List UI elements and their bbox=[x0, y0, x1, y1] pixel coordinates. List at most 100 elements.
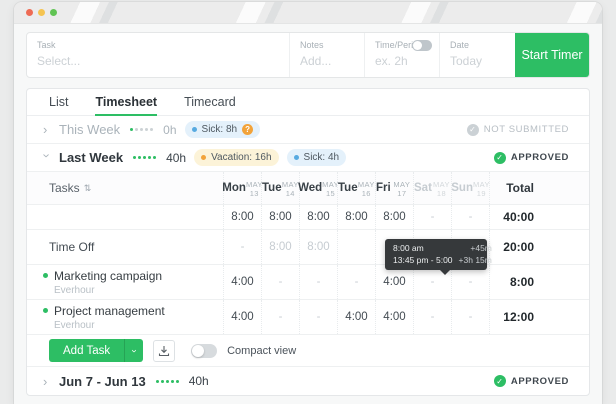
export-button[interactable] bbox=[153, 339, 176, 362]
download-icon bbox=[159, 345, 170, 356]
badge-label: Vacation: 16h bbox=[211, 152, 272, 163]
time-cell[interactable]: 8:00 bbox=[299, 205, 337, 229]
time-cell[interactable]: - bbox=[451, 205, 489, 229]
day-column-header: Tue MAY 14 bbox=[261, 172, 299, 204]
time-cell[interactable]: 8:00 bbox=[299, 230, 337, 264]
time-cell[interactable]: - bbox=[261, 265, 299, 299]
chevron-down-icon: › bbox=[129, 348, 141, 353]
tasks-column-header[interactable]: Tasks ⇅ bbox=[27, 181, 223, 195]
app-window: Task Select... Notes Add... Time/Period … bbox=[14, 2, 602, 404]
time-cell[interactable]: 8:00 bbox=[261, 205, 299, 229]
day-column-header: Sat MAY 18 bbox=[413, 172, 451, 204]
window-zoom-button[interactable] bbox=[50, 9, 57, 16]
task-select-field[interactable]: Task Select... bbox=[27, 33, 289, 77]
time-cell[interactable]: 8:00 bbox=[261, 230, 299, 264]
tooltip-duration: +3h 15m bbox=[458, 255, 492, 265]
tab-timesheet[interactable]: Timesheet bbox=[95, 89, 157, 116]
time-cell[interactable]: 4:00 bbox=[375, 265, 413, 299]
notes-field[interactable]: Notes Add... bbox=[289, 33, 364, 77]
task-cell[interactable]: Marketing campaign Everhour bbox=[27, 269, 223, 296]
time-period-field[interactable]: Time/Period ex. 2h bbox=[364, 33, 439, 77]
time-cell[interactable]: - bbox=[451, 300, 489, 334]
sick-badge[interactable]: Sick: 8h ? bbox=[184, 121, 261, 138]
timer-form: Task Select... Notes Add... Time/Period … bbox=[26, 32, 590, 78]
time-cell[interactable]: - bbox=[337, 265, 375, 299]
row-total: 12:00 bbox=[489, 300, 591, 334]
window-minimize-button[interactable] bbox=[38, 9, 45, 16]
tab-list[interactable]: List bbox=[49, 95, 69, 109]
check-circle-icon: ✓ bbox=[493, 151, 506, 164]
time-cell[interactable]: - bbox=[413, 265, 451, 299]
vacation-badge[interactable]: Vacation: 16h bbox=[194, 149, 279, 166]
sort-icon[interactable]: ⇅ bbox=[83, 182, 92, 193]
task-field-placeholder: Select... bbox=[37, 54, 81, 68]
time-cell[interactable]: - bbox=[299, 300, 337, 334]
week-row-this-week[interactable]: › This Week 0h Sick: 8h ? ✓ NOT SUBMITTE… bbox=[27, 116, 589, 144]
task-name: Marketing campaign bbox=[54, 268, 163, 283]
table-row-time-off: Time Off - 8:00 8:00 - 20:00 bbox=[27, 230, 589, 265]
week-row-last-week[interactable]: › Last Week 40h Vacation: 16h Sick: 4h ✓… bbox=[27, 144, 589, 172]
project-name: Everhour bbox=[54, 284, 95, 296]
task-status-dot-icon bbox=[43, 308, 48, 313]
task-cell[interactable]: Project management Everhour bbox=[27, 304, 223, 331]
window-close-button[interactable] bbox=[26, 9, 33, 16]
time-period-toggle[interactable] bbox=[412, 40, 432, 51]
tabs: List Timesheet Timecard bbox=[27, 89, 589, 116]
table-row: 8:00 8:00 8:00 8:00 8:00 - - 40:00 bbox=[27, 205, 589, 230]
tab-timecard[interactable]: Timecard bbox=[184, 95, 236, 109]
week-hours: 40h bbox=[166, 150, 187, 165]
tooltip-time-range: 8:00 am bbox=[393, 243, 424, 253]
chevron-right-icon[interactable]: › bbox=[43, 122, 48, 137]
table-header-row: Tasks ⇅ Mon MAY 13 Tue MAY 14 Wed MAY 15… bbox=[27, 172, 589, 205]
tasks-header-label: Tasks bbox=[49, 181, 80, 195]
compact-view-toggle[interactable] bbox=[191, 343, 218, 358]
sick-dot-icon bbox=[191, 127, 197, 132]
check-circle-icon: ✓ bbox=[493, 375, 506, 387]
time-period-placeholder: ex. 2h bbox=[375, 54, 408, 68]
time-cell[interactable]: - bbox=[413, 300, 451, 334]
start-timer-button[interactable]: Start Timer bbox=[515, 33, 589, 77]
date-field[interactable]: Date Today bbox=[439, 33, 515, 77]
sick-dot-icon bbox=[293, 155, 299, 160]
week-hours: 40h bbox=[188, 374, 209, 388]
time-cell[interactable]: 4:00 bbox=[337, 300, 375, 334]
day-column-header: Mon MAY 13 bbox=[222, 172, 262, 204]
week-title: Jun 7 - Jun 13 bbox=[59, 373, 146, 389]
tooltip-duration: +45m bbox=[470, 243, 492, 253]
pending-icon: ? bbox=[242, 124, 254, 135]
window-titlebar bbox=[14, 2, 602, 24]
time-cell[interactable]: 4:00 bbox=[223, 265, 261, 299]
time-cell[interactable]: - bbox=[299, 265, 337, 299]
add-task-button[interactable]: Add Task bbox=[49, 339, 125, 362]
chevron-down-icon[interactable]: › bbox=[39, 153, 55, 158]
day-column-header: Tue MAY 16 bbox=[337, 172, 375, 204]
time-cell[interactable]: - bbox=[261, 300, 299, 334]
day-column-header: Sun MAY 19 bbox=[451, 172, 489, 204]
time-cell[interactable]: 8:00 bbox=[223, 205, 261, 229]
sick-badge[interactable]: Sick: 4h bbox=[286, 149, 347, 166]
time-cell[interactable]: 4:00 bbox=[375, 300, 413, 334]
row-name: Time Off bbox=[49, 240, 95, 254]
time-cell[interactable] bbox=[375, 230, 413, 264]
task-field-label: Task bbox=[37, 40, 56, 50]
table-footer: Add Task › Compact view bbox=[27, 335, 589, 367]
status-not-submitted: ✓ NOT SUBMITTED bbox=[466, 123, 573, 136]
add-task-split-button: Add Task › bbox=[49, 339, 144, 362]
time-cell[interactable] bbox=[337, 230, 375, 264]
notes-field-placeholder: Add... bbox=[300, 54, 332, 68]
time-cell[interactable]: 8:00 bbox=[375, 205, 413, 229]
time-period-label: Time/Period bbox=[375, 40, 424, 50]
time-cell[interactable]: - bbox=[413, 205, 451, 229]
time-cell[interactable]: 4:00 bbox=[223, 300, 261, 334]
check-circle-icon: ✓ bbox=[466, 123, 479, 136]
time-cell[interactable]: - bbox=[451, 265, 489, 299]
status-label: APPROVED bbox=[510, 152, 569, 163]
chevron-right-icon[interactable]: › bbox=[43, 373, 48, 389]
time-cell[interactable]: - bbox=[223, 230, 261, 264]
time-cell[interactable]: 8:00 bbox=[337, 205, 375, 229]
week-row-jun-7-13[interactable]: › Jun 7 - Jun 13 40h ✓ APPROVED bbox=[27, 367, 589, 395]
add-task-menu-button[interactable]: › bbox=[124, 339, 144, 362]
time-entry-tooltip: 8:00 am +45m 13:45 pm - 5:00 +3h 15m bbox=[385, 239, 492, 275]
week-title: This Week bbox=[59, 122, 121, 137]
